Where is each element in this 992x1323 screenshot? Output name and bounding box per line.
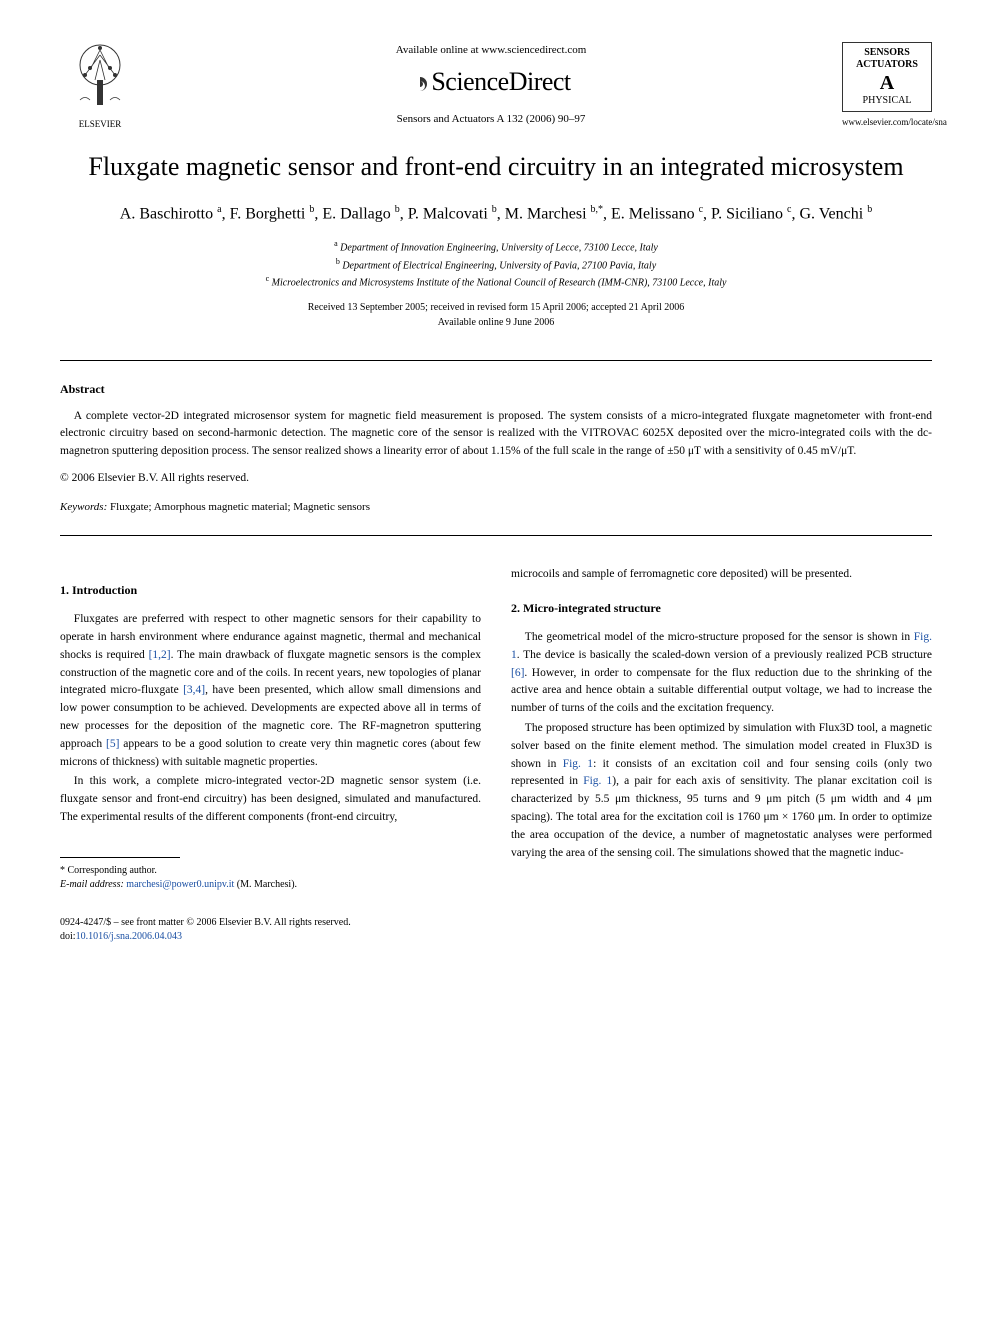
micro-p2: The proposed structure has been optimize… [511, 720, 932, 863]
sciencedirect-logo: ScienceDirect [140, 64, 842, 100]
journal-reference: Sensors and Actuators A 132 (2006) 90–97 [140, 112, 842, 127]
ref-link[interactable]: [6] [511, 667, 524, 679]
intro-p2-cont: microcoils and sample of ferromagnetic c… [511, 566, 932, 584]
fig-link[interactable]: Fig. 1 [583, 775, 612, 787]
intro-p2: In this work, a complete micro-integrate… [60, 773, 481, 826]
ref-link[interactable]: [3,4] [183, 684, 205, 696]
article-dates: Received 13 September 2005; received in … [60, 300, 932, 330]
authors: A. Baschirotto a, F. Borghetti b, E. Dal… [60, 202, 932, 226]
header: ELSEVIER Available online at www.science… [60, 40, 932, 130]
corresponding-author: * Corresponding author. [60, 864, 481, 878]
affiliation-a: a Department of Innovation Engineering, … [60, 238, 932, 255]
elsevier-logo: ELSEVIER [60, 40, 140, 130]
intro-p1: Fluxgates are preferred with respect to … [60, 611, 481, 771]
elsevier-label: ELSEVIER [60, 118, 140, 131]
fig-link[interactable]: Fig. 1 [563, 758, 593, 770]
ref-link[interactable]: [5] [106, 738, 119, 750]
elsevier-tree-icon [70, 40, 130, 110]
corresponding-footnote: * Corresponding author. E-mail address: … [60, 864, 481, 892]
ref-link[interactable]: [1,2] [149, 649, 171, 661]
divider [60, 360, 932, 361]
journal-logo-line2: ACTUATORS [845, 59, 929, 71]
affiliations: a Department of Innovation Engineering, … [60, 238, 932, 290]
received-date: Received 13 September 2005; received in … [60, 300, 932, 315]
article-title: Fluxgate magnetic sensor and front-end c… [60, 150, 932, 184]
left-column: 1. Introduction Fluxgates are preferred … [60, 566, 481, 892]
header-center: Available online at www.sciencedirect.co… [140, 43, 842, 128]
journal-url: www.elsevier.com/locate/sna [842, 116, 932, 129]
doi-label: doi: [60, 931, 76, 942]
bottom-bar: 0924-4247/$ – see front matter © 2006 El… [60, 916, 932, 944]
micro-heading: 2. Micro-integrated structure [511, 600, 932, 617]
keywords-label: Keywords: [60, 501, 107, 513]
email-link[interactable]: marchesi@power0.unipv.it [126, 879, 234, 890]
abstract-text: A complete vector-2D integrated microsen… [60, 408, 932, 460]
footnote-separator [60, 857, 180, 858]
available-online-text: Available online at www.sciencedirect.co… [140, 43, 842, 58]
email-label: E-mail address: [60, 879, 124, 890]
abstract-copyright: © 2006 Elsevier B.V. All rights reserved… [60, 470, 932, 486]
affiliation-b: b Department of Electrical Engineering, … [60, 256, 932, 273]
sciencedirect-icon [411, 75, 429, 93]
online-date: Available online 9 June 2006 [60, 315, 932, 330]
journal-logo-line1: SENSORS [845, 47, 929, 59]
intro-heading: 1. Introduction [60, 582, 481, 599]
right-column: microcoils and sample of ferromagnetic c… [511, 566, 932, 892]
doi-link[interactable]: 10.1016/j.sna.2006.04.043 [76, 931, 182, 942]
journal-logo-line4: PHYSICAL [845, 95, 929, 107]
issn-line: 0924-4247/$ – see front matter © 2006 El… [60, 916, 932, 930]
doi-line: doi:10.1016/j.sna.2006.04.043 [60, 930, 932, 944]
sciencedirect-text: ScienceDirect [431, 67, 570, 96]
keywords: Keywords: Fluxgate; Amorphous magnetic m… [60, 500, 932, 515]
body-columns: 1. Introduction Fluxgates are preferred … [60, 566, 932, 892]
journal-logo-box: SENSORS ACTUATORS A PHYSICAL [842, 42, 932, 112]
divider [60, 535, 932, 536]
journal-logo-line3: A [845, 71, 929, 95]
affiliation-c: c Microelectronics and Microsystems Inst… [60, 273, 932, 290]
micro-p1: The geometrical model of the micro-struc… [511, 629, 932, 718]
email-who: (M. Marchesi). [237, 879, 297, 890]
keywords-text: Fluxgate; Amorphous magnetic material; M… [110, 501, 370, 513]
corresponding-email-line: E-mail address: marchesi@power0.unipv.it… [60, 878, 481, 892]
abstract-heading: Abstract [60, 381, 932, 398]
journal-logo: SENSORS ACTUATORS A PHYSICAL www.elsevie… [842, 42, 932, 129]
